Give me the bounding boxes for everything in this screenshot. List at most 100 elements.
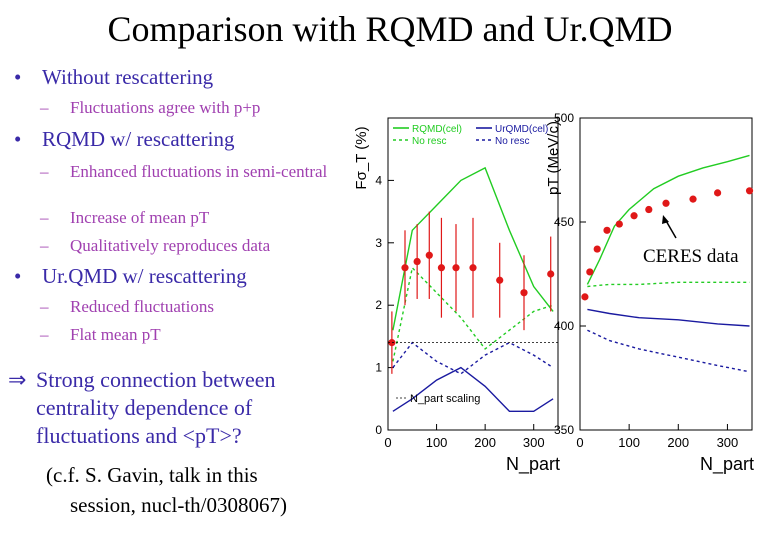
- x-tick-label: 100: [426, 435, 448, 450]
- bullet-dot-icon: •: [14, 65, 22, 89]
- data-point: [745, 187, 754, 195]
- x-axis-label: N_part: [700, 454, 754, 475]
- bullet-dot-icon: •: [14, 127, 22, 151]
- x-tick-label: 300: [717, 435, 739, 450]
- data-point: [388, 339, 396, 347]
- y-axis-label: pT (MeV/c): [545, 121, 562, 195]
- implies-arrow-icon: ⇒: [8, 367, 27, 392]
- x-tick-label: 0: [576, 435, 583, 450]
- bullet-text: Ur.QMD w/ rescattering: [42, 264, 247, 288]
- series-no-resc: [587, 281, 750, 288]
- bullet-without-rescattering: • Without rescattering: [14, 65, 213, 90]
- data-point: [689, 195, 697, 203]
- legend-label: UrQMD(cel): [495, 124, 548, 135]
- series-line: [392, 266, 554, 362]
- series-urqmd-cel-: [587, 308, 750, 327]
- data-point: [714, 189, 722, 197]
- plot-frame: [387, 117, 559, 431]
- y-tick-label: 2: [375, 298, 382, 312]
- x-axis-label: N_part: [506, 454, 560, 475]
- sub-bullet-text: Enhanced fluctuations in semi-central: [70, 162, 328, 181]
- series-ceres-data: [388, 211, 555, 374]
- data-point: [630, 212, 638, 220]
- series-line: [587, 281, 750, 288]
- data-point: [425, 251, 433, 259]
- series-line: [392, 366, 554, 412]
- y-axis-label: Fσ_T (%): [353, 126, 370, 189]
- y-tick-label: 400: [554, 319, 574, 333]
- legend-label: RQMD(cel): [412, 124, 462, 135]
- series-urqmd-cel-: [392, 366, 554, 412]
- y-tick-label: 450: [554, 215, 574, 229]
- data-point: [603, 226, 611, 234]
- data-point: [469, 264, 477, 272]
- sub-bullet-text: Fluctuations agree with p+p: [70, 98, 261, 117]
- x-tick-label: 200: [667, 435, 689, 450]
- series-no-resc: [587, 329, 750, 373]
- slide-title: Comparison with RQMD and Ur.QMD: [107, 9, 673, 49]
- y-tick-label: 500: [554, 111, 574, 125]
- x-tick-label: 300: [523, 435, 545, 450]
- series-rqmd-cel-: [586, 154, 750, 285]
- plot-frame: [579, 117, 753, 431]
- conclusion-line: centrality dependence of: [36, 395, 253, 420]
- dash-icon: –: [40, 98, 49, 117]
- y-tick-label: 4: [375, 173, 382, 187]
- sub-bullet: – Increase of mean pT: [40, 208, 209, 228]
- x-tick-label: 200: [474, 435, 496, 450]
- dash-icon: –: [40, 236, 49, 255]
- reference-line: session, nucl-th/0308067): [70, 493, 287, 517]
- data-point: [615, 220, 623, 228]
- data-point: [437, 264, 446, 272]
- reference-line: (c.f. S. Gavin, talk in this: [46, 463, 258, 487]
- plot-fluct: 0 100 200 300 0 1 2 3 4 N_part Fσ_T (%) RQMD(cel)No…: [353, 117, 560, 475]
- series-line: [587, 308, 750, 327]
- sub-bullet: – Fluctuations agree with p+p: [40, 98, 260, 118]
- sub-bullet: – Enhanced fluctuations in semi-central: [40, 162, 330, 182]
- series-ceres-data: [581, 187, 754, 301]
- dash-icon: –: [40, 162, 49, 181]
- plot-pt: 0 100 200 300 350 400 450 500 N_part pT (MeV/c): [545, 111, 754, 475]
- legend-label: No resc: [412, 136, 446, 147]
- data-point: [593, 245, 601, 253]
- bullet-text: RQMD w/ rescattering: [42, 127, 235, 151]
- y-tick-label: 3: [375, 236, 382, 250]
- series-line: [392, 166, 554, 331]
- ceres-pointer-arrow-icon: [662, 215, 677, 239]
- bullet-urqmd: • Ur.QMD w/ rescattering: [14, 264, 247, 289]
- ceres-data-label: CERES data: [643, 246, 739, 267]
- conclusion: ⇒ Strong connection between centrality d…: [8, 366, 276, 450]
- data-point: [496, 276, 504, 284]
- data-point: [413, 257, 421, 266]
- sub-bullet: – Reduced fluctuations: [40, 297, 214, 317]
- data-point: [547, 270, 555, 278]
- reference: (c.f. S. Gavin, talk in this session, nu…: [46, 460, 287, 520]
- data-point: [520, 289, 528, 297]
- series-rqmd-cel-: [392, 166, 554, 331]
- data-point: [662, 199, 670, 207]
- series-line: [392, 341, 554, 375]
- sub-bullet-text: Reduced fluctuations: [70, 297, 214, 316]
- dash-icon: –: [40, 297, 49, 316]
- sub-bullet-text: Increase of mean pT: [70, 208, 210, 227]
- x-tick-label: 0: [384, 435, 391, 450]
- sub-bullet: – Qualitatively reproduces data: [40, 236, 270, 256]
- series-line: [586, 154, 750, 285]
- annotation-npart-scaling: N_part scaling: [410, 393, 480, 405]
- data-point: [586, 268, 594, 276]
- x-tick-label: 100: [618, 435, 640, 450]
- y-tick-label: 0: [375, 423, 382, 437]
- data-point: [401, 264, 409, 272]
- series-line: [587, 329, 750, 373]
- bullet-text: Without rescattering: [42, 65, 214, 89]
- data-point: [452, 264, 460, 272]
- series-no-resc: [392, 266, 554, 362]
- y-tick-label: 1: [375, 361, 382, 375]
- data-point: [581, 293, 589, 301]
- sub-bullet: – Flat mean pT: [40, 325, 161, 345]
- bullet-rqmd: • RQMD w/ rescattering: [14, 127, 234, 152]
- dash-icon: –: [40, 325, 49, 344]
- bullet-dot-icon: •: [14, 264, 22, 288]
